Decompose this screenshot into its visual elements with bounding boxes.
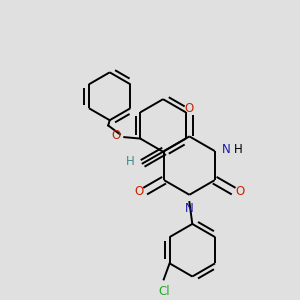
Text: O: O	[112, 129, 121, 142]
Text: O: O	[134, 184, 143, 198]
Text: H: H	[126, 154, 134, 168]
Text: N: N	[185, 202, 194, 215]
Text: H: H	[234, 143, 242, 156]
Text: O: O	[236, 184, 245, 198]
Text: N: N	[222, 143, 231, 156]
Text: Cl: Cl	[158, 285, 170, 298]
Text: O: O	[185, 102, 194, 115]
